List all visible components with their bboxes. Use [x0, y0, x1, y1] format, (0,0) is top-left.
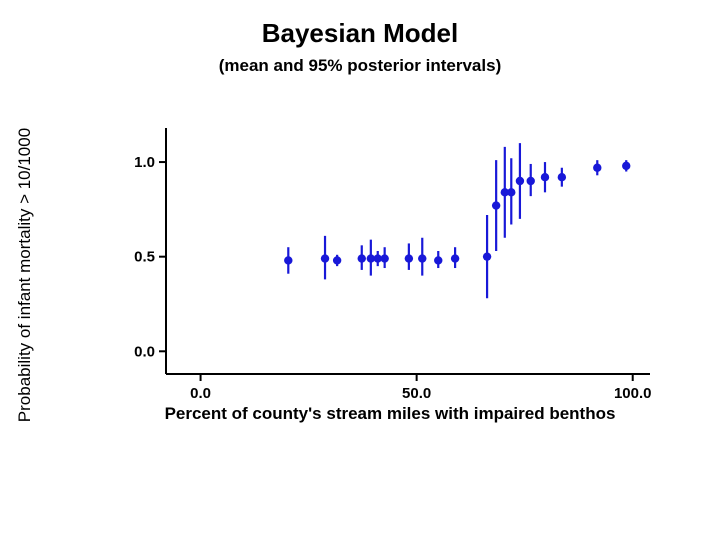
data-point: [380, 254, 388, 262]
y-axis-label: Probability of infant mortality > 10/100…: [15, 128, 35, 422]
page-title: Bayesian Model: [0, 18, 720, 49]
data-point: [333, 256, 341, 264]
y-tick-label: 1.0: [134, 154, 155, 171]
data-point: [284, 256, 292, 264]
data-point: [321, 254, 329, 262]
x-tick-label: 100.0: [614, 385, 652, 402]
data-point: [558, 173, 566, 181]
data-point: [541, 173, 549, 181]
page: Bayesian Model (mean and 95% posterior i…: [0, 0, 720, 540]
data-point: [516, 177, 524, 185]
data-point: [483, 252, 491, 260]
x-tick-label: 50.0: [402, 385, 431, 402]
page-subtitle: (mean and 95% posterior intervals): [0, 56, 720, 76]
data-point: [358, 254, 366, 262]
y-tick-label: 0.0: [134, 343, 155, 360]
data-point: [622, 162, 630, 170]
x-axis-label: Percent of county's stream miles with im…: [120, 404, 660, 424]
chart-svg: 0.0 0.5 1.0 0.0 50.0 100.0: [120, 120, 660, 410]
data-point: [405, 254, 413, 262]
data-point: [418, 254, 426, 262]
data-point: [492, 201, 500, 209]
data-point: [434, 256, 442, 264]
data-point: [451, 254, 459, 262]
data-point: [507, 188, 515, 196]
y-axis-label-container: Probability of infant mortality > 10/100…: [10, 90, 40, 460]
x-tick-label: 0.0: [190, 385, 211, 402]
y-tick-label: 0.5: [134, 249, 155, 266]
data-point: [527, 177, 535, 185]
data-point: [593, 164, 601, 172]
chart-plot-area: 0.0 0.5 1.0 0.0 50.0 100.0: [120, 120, 660, 410]
